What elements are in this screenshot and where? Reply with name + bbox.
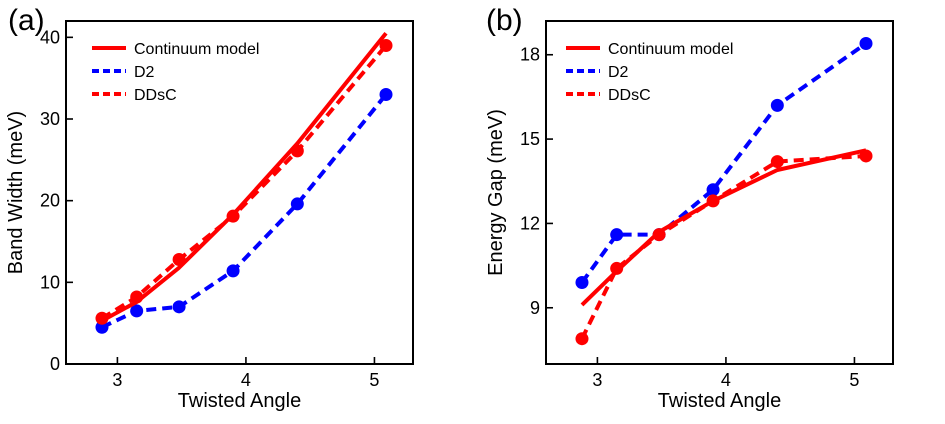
data-point-d2 — [130, 304, 144, 318]
data-point-d2 — [290, 197, 304, 211]
x-tick-label: 3 — [112, 370, 122, 390]
series-line-ddsc — [100, 44, 388, 320]
y-axis-label: Energy Gap (meV) — [485, 109, 507, 276]
panel-b: (b) 3 4 5 9 12 15 18 Twisted Angle Energy Gap (me… — [485, 4, 894, 412]
y-tick-label: 30 — [40, 109, 60, 129]
y-tick-label: 15 — [520, 129, 540, 149]
y-tick-label: 20 — [40, 191, 60, 211]
plot-frame — [545, 20, 894, 365]
x-tick-label: 4 — [241, 370, 251, 390]
data-point-d2 — [706, 183, 720, 197]
data-point-d2 — [770, 98, 784, 112]
x-tick-label: 5 — [849, 370, 859, 390]
data-point-ddsc — [379, 39, 393, 52]
y-axis-label: Band Width (meV) — [5, 111, 27, 274]
legend-entry: Continuum model — [608, 41, 733, 58]
plot-frame — [65, 20, 414, 365]
x-tick-label: 4 — [721, 370, 731, 390]
series-line-continuum-model — [101, 31, 388, 323]
y-tick-label: 12 — [520, 213, 540, 233]
legend-entry: D2 — [134, 64, 155, 81]
series-line-continuum-model — [580, 148, 867, 307]
panel-label: (b) — [486, 4, 523, 37]
x-tick-label: 5 — [369, 370, 379, 390]
x-axis-label: Twisted Angle — [178, 390, 301, 412]
data-point-d2 — [226, 264, 240, 278]
data-point-d2 — [379, 88, 393, 101]
legend-entry: DDsC — [134, 87, 177, 104]
y-tick-label: 18 — [520, 45, 540, 65]
x-tick-label: 3 — [592, 370, 602, 390]
data-point-ddsc — [575, 332, 589, 346]
data-point-d2 — [172, 300, 186, 314]
panel-label: (a) — [8, 4, 45, 37]
y-tick-label: 9 — [530, 298, 540, 318]
y-tick-label: 10 — [40, 272, 60, 292]
legend-entry: Continuum model — [134, 41, 259, 58]
y-tick-label: 0 — [50, 354, 60, 374]
series-line-d2 — [580, 41, 868, 284]
data-point-d2 — [95, 320, 109, 334]
panel-a: (a) 3 4 5 0 10 20 30 40 Twisted Angle Band Width (… — [5, 4, 414, 412]
data-point-d2 — [859, 36, 873, 50]
data-point-d2 — [575, 275, 589, 289]
legend-entry: D2 — [608, 64, 629, 81]
data-point-ddsc — [770, 155, 784, 169]
x-axis-label: Twisted Angle — [658, 390, 781, 412]
y-tick-label: 40 — [40, 27, 60, 47]
data-point-d2 — [610, 228, 624, 242]
data-point-ddsc — [95, 311, 109, 325]
series-line-ddsc — [580, 153, 867, 340]
series-line-d2 — [101, 93, 388, 330]
legend-entry: DDsC — [608, 87, 651, 104]
